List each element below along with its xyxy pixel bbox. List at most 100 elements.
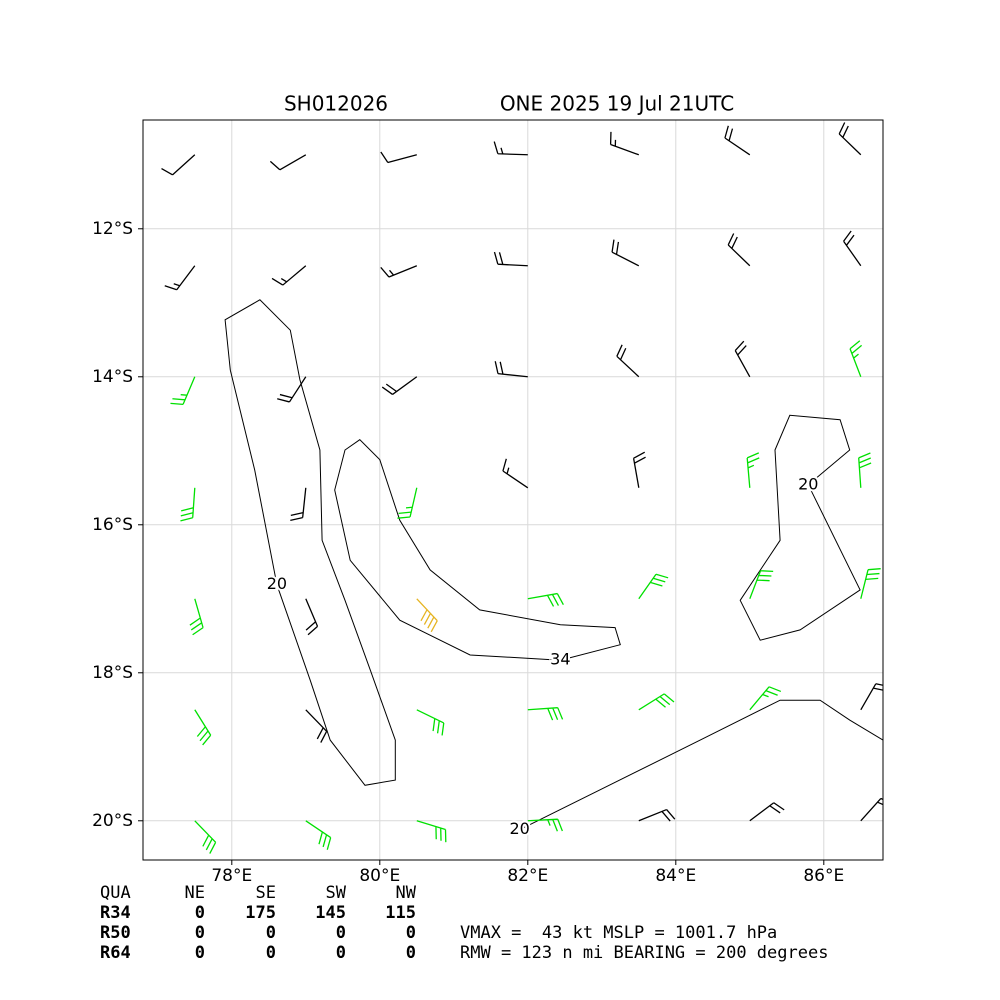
y-tick-label: 12°S [92, 219, 133, 239]
contour-label: 20 [798, 474, 818, 493]
wind-barb [860, 683, 883, 711]
wind-barb [727, 233, 751, 267]
barb-staff [749, 686, 782, 711]
wind-barb [734, 340, 751, 378]
table-cell: 0 [406, 923, 416, 943]
barb-staff [194, 709, 212, 746]
table-cell: 145 [315, 903, 346, 923]
storm-id: SH012026 [284, 92, 388, 116]
barb-staff [527, 818, 563, 832]
barb-staff [416, 709, 445, 736]
wind-barb [416, 820, 447, 843]
wind-barb [416, 598, 438, 633]
wind-barb [494, 361, 528, 378]
barb-staff [724, 125, 751, 156]
barb-staff [416, 598, 438, 633]
wind-barb [860, 568, 881, 599]
map-title: ONE 2025 19 Jul 21UTC [500, 92, 734, 116]
wind-barb [527, 592, 564, 607]
barb-staff [527, 592, 564, 607]
plot-area: 34 20 20 20 [161, 122, 883, 854]
barb-staff [746, 452, 760, 488]
barb-staff [269, 154, 307, 171]
vmax-info: VMAX = 43 kt MSLP = 1001.7 hPa [460, 923, 777, 943]
wind-barb [609, 131, 640, 156]
wind-barb [838, 122, 862, 156]
contour-line [739, 414, 861, 641]
wind-barb [843, 230, 862, 267]
wind-barb [380, 265, 418, 278]
wind-barb [638, 573, 669, 600]
wind-barb [632, 451, 646, 488]
barb-staff [611, 239, 640, 267]
wind-barb [277, 376, 307, 403]
wind-barb [749, 570, 774, 600]
wind-barb [527, 707, 564, 721]
wind-barb [189, 598, 204, 636]
plot-frame [142, 119, 884, 861]
wind-barb [616, 344, 640, 378]
barb-staff [494, 361, 528, 378]
contour-line [334, 439, 621, 661]
table-cell: 115 [385, 903, 416, 923]
barb-staff [271, 265, 307, 286]
barb-staff [189, 598, 204, 636]
barb-staff [277, 376, 307, 403]
wind-barb [746, 452, 760, 488]
table-cell: 0 [266, 923, 276, 943]
x-tick-label: 84°E [655, 866, 696, 886]
wind-barb [170, 376, 196, 406]
wind-barb [416, 709, 445, 736]
table-cell: 0 [195, 923, 205, 943]
wind-barb [638, 808, 676, 822]
contour-label: 20 [509, 819, 529, 838]
wind-barb [749, 802, 785, 822]
table-cell: 0 [195, 903, 205, 923]
wind-barb [269, 154, 307, 171]
wind-barb [290, 487, 307, 521]
table-header: NW [396, 883, 417, 903]
barb-staff [380, 151, 417, 164]
barb-staff [749, 570, 774, 600]
y-tick-label: 20°S [92, 811, 133, 831]
table-cell: 0 [195, 943, 205, 963]
wind-barb [724, 125, 751, 156]
x-tick-label: 78°E [211, 866, 252, 886]
barb-staff [849, 340, 863, 378]
contour-line [224, 299, 396, 786]
x-tick-label: 86°E [803, 866, 844, 886]
barb-staff [164, 265, 196, 291]
barb-staff [380, 265, 418, 278]
wind-barb [305, 598, 319, 636]
wind-barb [305, 820, 332, 850]
barb-staff [734, 340, 751, 378]
wind-barb [164, 265, 196, 291]
barb-staff [860, 683, 883, 711]
table-cell: R64 [100, 943, 131, 963]
table-header: QUA [100, 883, 131, 903]
table-cell: R34 [100, 903, 131, 923]
wind-barb [271, 265, 307, 286]
barb-staff [858, 452, 872, 488]
barb-staff [161, 154, 196, 176]
y-tick-label: 16°S [92, 515, 133, 535]
barb-staff [381, 376, 418, 395]
wind-barb [611, 239, 640, 267]
wind-barb [849, 340, 863, 378]
wind-barb [194, 820, 217, 854]
barb-staff [843, 230, 862, 267]
barb-staff [305, 598, 319, 636]
barb-staff [838, 122, 862, 156]
table-header: SE [256, 883, 276, 903]
barb-staff [493, 141, 528, 156]
wind-barb [305, 709, 328, 743]
barb-staff [416, 820, 447, 843]
barb-staff [170, 376, 196, 406]
table-cell: 175 [245, 903, 276, 923]
wind-barb [502, 458, 529, 489]
rmw-info: RMW = 123 n mi BEARING = 200 degrees [460, 943, 828, 963]
wind-barb [858, 452, 872, 488]
barb-staff [493, 251, 528, 267]
table-cell: 0 [266, 943, 276, 963]
barb-staff [616, 344, 640, 378]
